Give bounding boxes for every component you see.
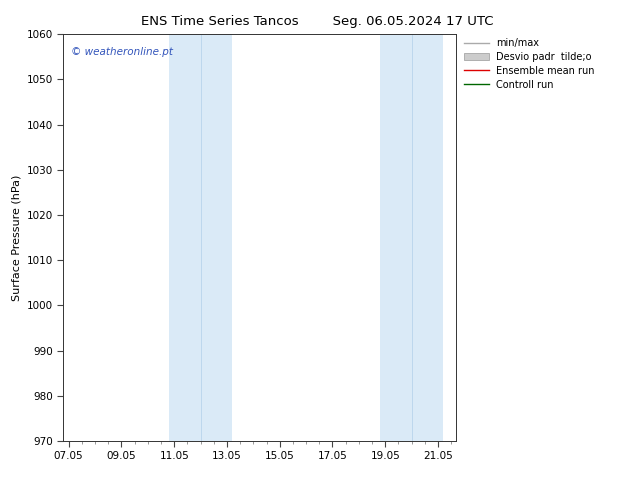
Text: ENS Time Series Tancos        Seg. 06.05.2024 17 UTC: ENS Time Series Tancos Seg. 06.05.2024 1… (141, 15, 493, 28)
Text: © weatheronline.pt: © weatheronline.pt (71, 47, 173, 56)
Bar (380, 34, 443, 441)
Legend: min/max, Desvio padr  tilde;o, Ensemble mean run, Controll run: min/max, Desvio padr tilde;o, Ensemble m… (460, 34, 598, 94)
Bar (169, 34, 232, 441)
Y-axis label: Surface Pressure (hPa): Surface Pressure (hPa) (11, 174, 21, 301)
